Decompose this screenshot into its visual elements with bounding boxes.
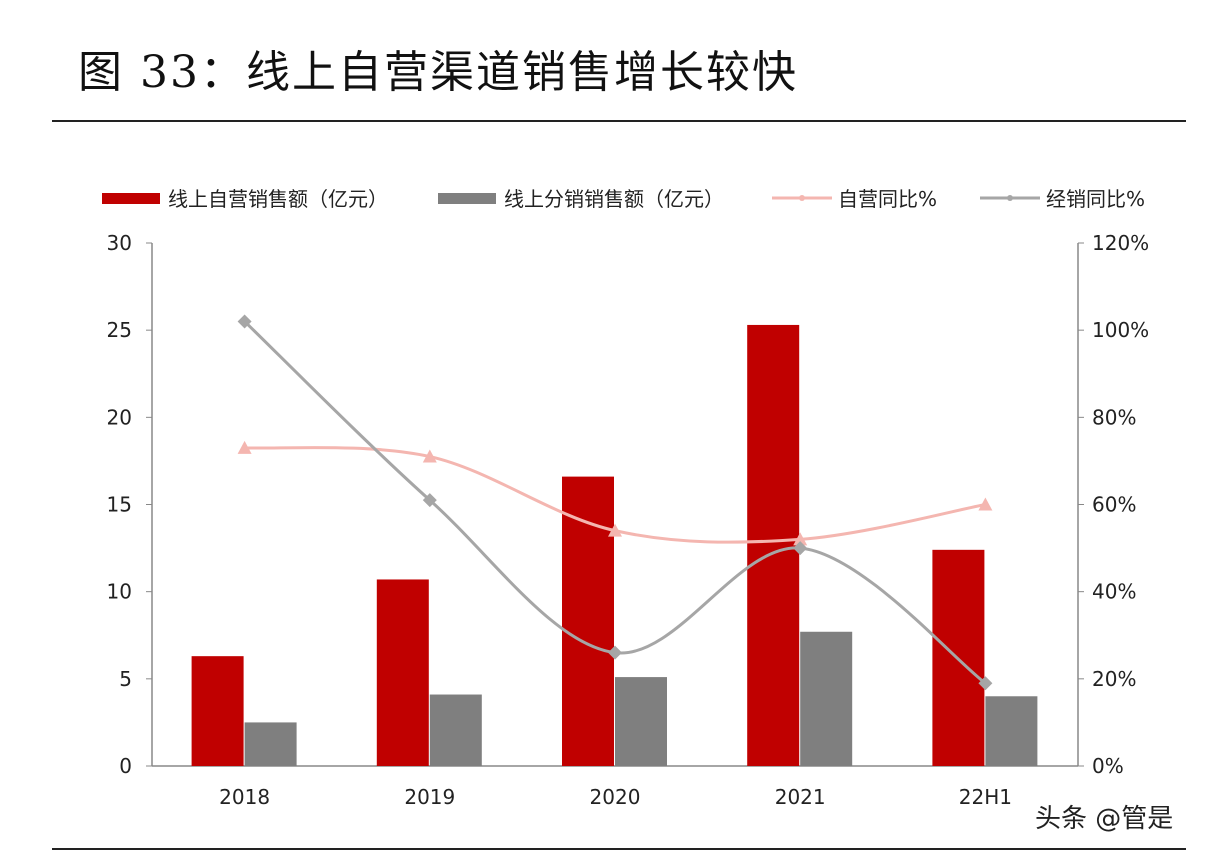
diamond-marker (978, 676, 993, 691)
left-tick-label: 30 (107, 231, 132, 255)
right-tick-label: 120% (1092, 231, 1149, 255)
bar-distribution (985, 696, 1038, 766)
left-tick-label: 25 (107, 318, 132, 342)
bar-self-operated (562, 476, 614, 766)
bar-distribution (244, 722, 297, 766)
legend-swatch (102, 193, 160, 204)
triangle-marker (422, 449, 437, 463)
right-tick-label: 0% (1092, 754, 1124, 778)
legend-marker (799, 195, 805, 201)
right-tick-label: 20% (1092, 667, 1136, 691)
left-tick-label: 5 (119, 667, 132, 691)
bar-distribution (615, 677, 667, 766)
left-tick-label: 10 (107, 580, 132, 604)
figure-title: 图 33：线上自营渠道销售增长较快 (78, 47, 798, 98)
triangle-marker (608, 523, 622, 537)
right-tick-label: 60% (1092, 493, 1136, 517)
top-rule (52, 120, 1186, 122)
x-tick-label: 2019 (404, 785, 455, 809)
left-tick-label: 15 (107, 493, 132, 517)
watermark: 头条 @管是 (1035, 804, 1174, 834)
legend-label: 线上分销销售额（亿元） (504, 187, 724, 211)
bar-self-operated (747, 324, 800, 766)
bar-self-operated (376, 579, 429, 766)
bottom-rule (52, 848, 1186, 850)
triangle-marker (793, 532, 808, 546)
diamond-marker (237, 314, 252, 329)
legend-swatch (438, 193, 496, 204)
triangle-marker (237, 440, 252, 454)
right-tick-label: 80% (1092, 405, 1136, 429)
legend-label: 自营同比% (838, 187, 937, 211)
left-tick-label: 20 (107, 405, 132, 429)
left-tick-label: 0 (119, 754, 132, 778)
line-distribution-yoy (243, 320, 987, 685)
bar-distribution (800, 631, 853, 766)
right-tick-label: 100% (1092, 318, 1149, 342)
triangle-marker (978, 497, 993, 511)
diamond-marker (608, 645, 622, 660)
diamond-marker (793, 541, 808, 556)
x-tick-label: 2021 (775, 785, 826, 809)
x-tick-label: 2020 (590, 785, 641, 809)
bar-self-operated (191, 656, 244, 766)
legend-label: 经销同比% (1046, 187, 1145, 211)
x-tick-label: 2018 (219, 785, 270, 809)
diamond-marker (422, 493, 437, 508)
bar-distribution (429, 694, 482, 766)
legend-label: 线上自营销售额（亿元） (168, 187, 388, 211)
right-tick-label: 40% (1092, 580, 1136, 604)
legend-marker (1007, 195, 1013, 201)
x-tick-label: 22H1 (959, 785, 1012, 809)
